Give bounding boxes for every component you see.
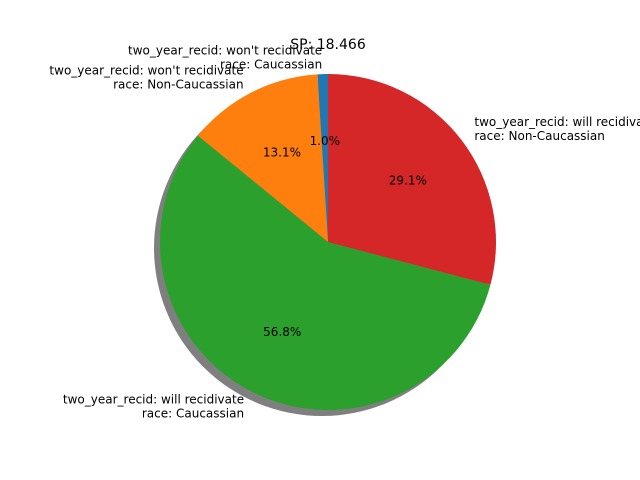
pie-slice-label-line: two_year_recid: won't recidivate xyxy=(49,64,243,78)
pie-percent-label-1: 13.1% xyxy=(263,145,301,159)
pie-slice-labels: two_year_recid: won't recidivate race: Ca… xyxy=(49,43,640,420)
pie-slice-3 xyxy=(328,74,496,285)
pie-slice-label-1: two_year_recid: won't recidivate race: No… xyxy=(49,64,243,92)
pie-slice-label-line: race: Non-Caucassian xyxy=(113,78,243,92)
pie-percent-label-0: 1.0% xyxy=(310,134,341,148)
pie-slice-label-line: race: Non-Caucassian xyxy=(474,129,604,143)
pie-percent-labels: 1.0% 13.1% 56.8% 29.1% xyxy=(263,134,427,339)
pie-slice-label-line: two_year_recid: will recidivate xyxy=(474,115,640,129)
pie-slice-label-line: two_year_recid: won't recidivate xyxy=(128,43,322,57)
chart-title: SP: 18.466 xyxy=(290,37,366,53)
pie-slice-0 xyxy=(317,74,328,242)
pie-slice-label-line: race: Caucassian xyxy=(220,57,322,71)
pie-slice-1 xyxy=(197,74,328,242)
pie-slice-label-3: two_year_recid: will recidivate race: Non… xyxy=(474,115,640,143)
pie-slice-2 xyxy=(159,135,491,411)
pie-percent-label-3: 29.1% xyxy=(389,173,427,187)
pie-wedges xyxy=(159,74,496,411)
pie-slice-label-2: two_year_recid: will recidivate race: Cau… xyxy=(63,393,244,421)
pie-slice-label-line: race: Caucassian xyxy=(142,407,244,421)
pie-slice-label-0: two_year_recid: won't recidivate race: Ca… xyxy=(128,43,322,71)
pie-slice-label-line: two_year_recid: will recidivate xyxy=(63,393,244,407)
pie-percent-label-2: 56.8% xyxy=(263,325,301,339)
